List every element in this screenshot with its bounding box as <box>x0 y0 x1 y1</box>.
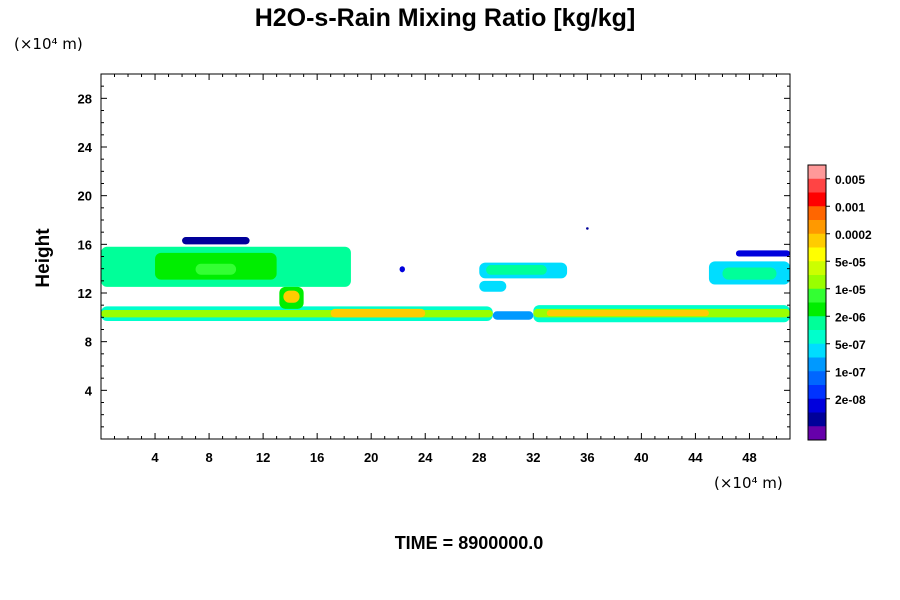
legend-label: 0.0002 <box>835 228 872 242</box>
x-tick-label: 24 <box>418 450 433 465</box>
heatmap-region <box>722 267 777 280</box>
heatmap-region <box>479 280 507 292</box>
legend-swatch <box>808 178 826 193</box>
legend-swatch <box>808 220 826 235</box>
heatmap-region <box>399 266 405 273</box>
y-scale-note: (×10⁴ m) <box>14 35 83 53</box>
x-tick-label: 8 <box>205 450 212 465</box>
chart-title: H2O-s-Rain Mixing Ratio [kg/kg] <box>255 4 636 32</box>
legend-frame <box>807 164 827 441</box>
legend-label: 0.005 <box>835 173 865 187</box>
x-tick-label: 12 <box>256 450 270 465</box>
legend-label: 1e-05 <box>835 283 866 297</box>
legend-swatch <box>808 412 826 427</box>
legend-swatch <box>808 426 826 441</box>
heatmap-region <box>330 308 426 318</box>
heatmap-region <box>735 250 790 257</box>
legend-label: 5e-07 <box>835 338 866 352</box>
y-axis-label: Height <box>33 228 54 288</box>
heatmap-region <box>546 310 709 317</box>
y-tick-label: 20 <box>78 189 92 204</box>
x-tick-label: 40 <box>634 450 648 465</box>
legend-label: 2e-06 <box>835 310 866 324</box>
x-tick-label: 32 <box>526 450 540 465</box>
legend-swatch <box>808 330 826 345</box>
x-tick-label: 16 <box>310 450 324 465</box>
x-tick-label: 4 <box>151 450 159 465</box>
legend-swatch <box>808 302 826 317</box>
x-tick-label: 44 <box>688 450 703 465</box>
heatmap-region <box>101 310 493 318</box>
heatmap-region <box>586 227 589 230</box>
y-tick-label: 16 <box>78 237 92 252</box>
x-tick-label: 36 <box>580 450 594 465</box>
legend-swatch <box>808 247 826 262</box>
y-tick-label: 8 <box>85 335 92 350</box>
heatmap-region <box>283 290 300 303</box>
legend-label: 5e-05 <box>835 255 866 269</box>
x-tick-label: 28 <box>472 450 486 465</box>
y-tick-label: 12 <box>78 286 92 301</box>
y-tick-label: 28 <box>78 91 92 106</box>
heatmap-region <box>486 265 547 275</box>
x-scale-note: (×10⁴ m) <box>714 474 783 492</box>
legend-swatch <box>808 343 826 358</box>
legend-label: 1e-07 <box>835 365 866 379</box>
legend-swatch <box>808 275 826 290</box>
color-legend: 0.005 0.001 0.0002 5e-05 1e-05 2e-06 5e-07 1e-0… <box>807 164 872 441</box>
heatmap-region <box>182 237 250 245</box>
x-tick-label: 20 <box>364 450 378 465</box>
heatmap-region <box>492 311 534 320</box>
y-tick-label: 4 <box>85 383 93 398</box>
x-tick-label: 48 <box>742 450 756 465</box>
heatmap-region <box>195 263 237 275</box>
legend-swatch <box>808 206 826 221</box>
legend-swatch <box>808 357 826 372</box>
y-tick-label: 24 <box>78 140 93 155</box>
time-label: TIME = 8900000.0 <box>395 533 544 553</box>
legend-swatch <box>808 261 826 276</box>
x-axis-ticks: 4 8 12 16 20 24 28 32 36 40 44 48 <box>114 74 777 465</box>
legend-swatch <box>808 165 826 180</box>
legend-swatch <box>808 233 826 248</box>
legend-swatch <box>808 371 826 386</box>
legend-label: 0.001 <box>835 200 865 214</box>
legend-swatch <box>808 385 826 400</box>
legend-swatch <box>808 288 826 303</box>
y-axis-ticks: 4 8 12 16 20 24 28 <box>78 85 790 428</box>
heatmap-regions <box>101 227 790 323</box>
legend-label: 2e-08 <box>835 393 866 407</box>
legend-swatch <box>808 192 826 207</box>
legend-swatch <box>808 398 826 413</box>
legend-swatch <box>808 316 826 331</box>
